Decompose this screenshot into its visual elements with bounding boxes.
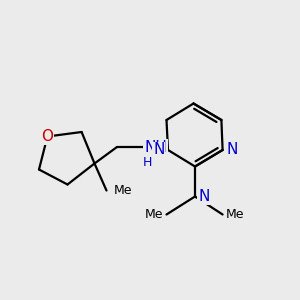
Text: Me: Me — [226, 208, 245, 221]
Text: O: O — [41, 129, 53, 144]
Text: Me: Me — [114, 184, 133, 197]
Text: N: N — [198, 189, 209, 204]
Text: H: H — [143, 155, 153, 169]
Text: Me: Me — [144, 208, 163, 221]
Text: NH: NH — [144, 140, 167, 154]
Text: N: N — [153, 142, 164, 158]
Text: N: N — [226, 142, 238, 158]
